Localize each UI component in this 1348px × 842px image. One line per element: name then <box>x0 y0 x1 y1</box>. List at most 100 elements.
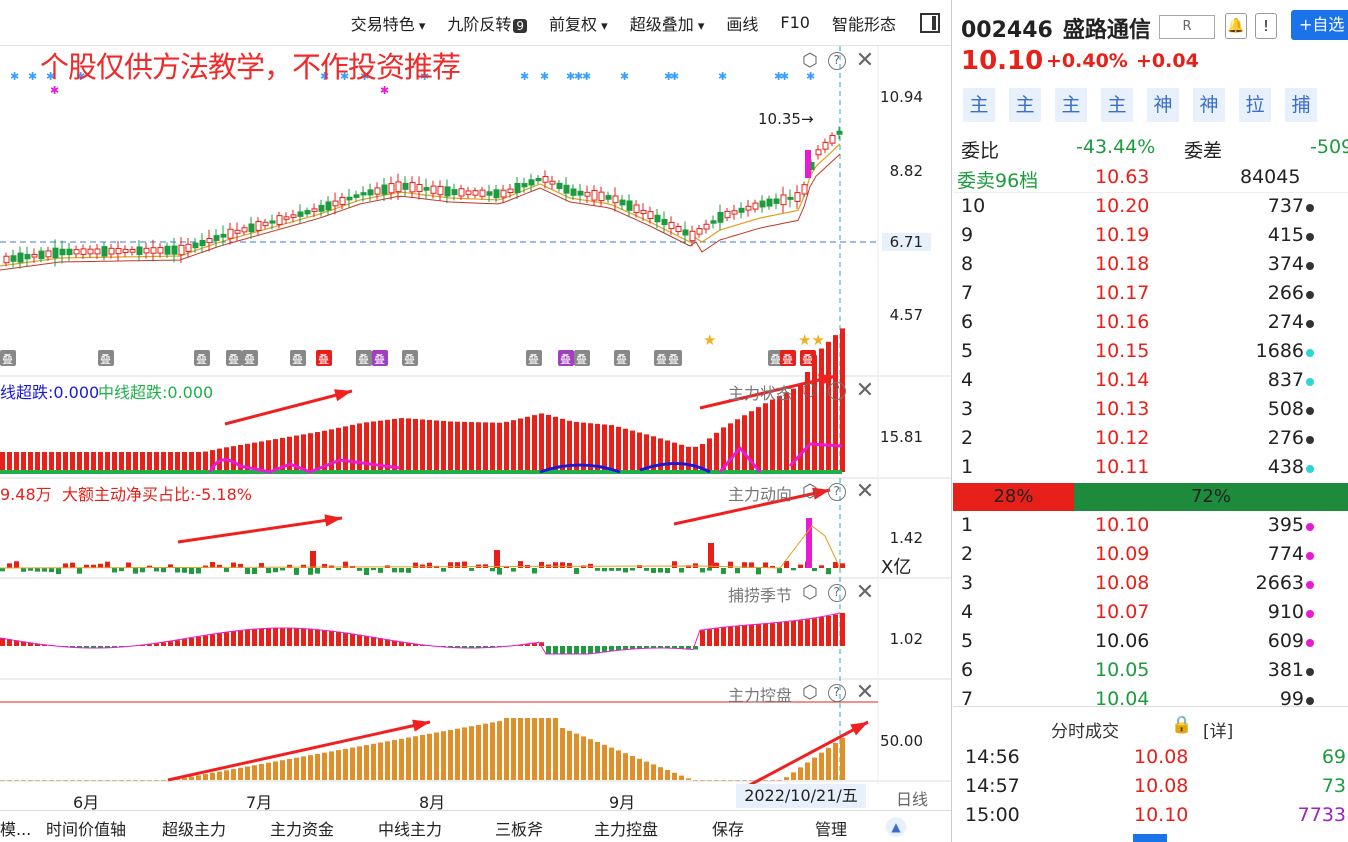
indicator-tab[interactable]: 中线主力 <box>378 820 443 839</box>
help-icon[interactable]: ? <box>827 683 846 702</box>
scroll-up-icon[interactable]: ▲ <box>886 817 906 837</box>
bid-row[interactable]: 4 10.07 910 <box>953 599 1348 628</box>
trades-detail-link[interactable]: [详] <box>1203 722 1234 742</box>
indicator-tab[interactable]: 超级主力 <box>162 820 227 839</box>
help-icon[interactable]: ? <box>827 381 846 400</box>
close-icon[interactable]: ✕ <box>855 47 875 73</box>
volume-dot-icon <box>1306 465 1314 473</box>
toolbar-item[interactable]: F10 <box>780 13 810 32</box>
close-icon[interactable]: ✕ <box>855 478 875 504</box>
indicator-bar <box>518 561 523 568</box>
indicator-bar <box>420 564 425 568</box>
indicator-tab[interactable]: 主力资金 <box>270 820 335 839</box>
ask-row[interactable]: 9 10.19 415 <box>953 222 1348 251</box>
add-watchlist-button[interactable]: +自选 <box>1291 10 1348 40</box>
settings-hex-icon[interactable]: ⬡ <box>802 50 818 71</box>
help-icon[interactable]: ? <box>827 482 846 501</box>
signal-tag[interactable]: 主 <box>1101 88 1133 122</box>
indicator-bar <box>308 568 313 575</box>
trades-title: 分时成交 <box>1051 722 1119 742</box>
indicator-bar <box>609 425 614 472</box>
annotation-arrowhead <box>850 722 868 736</box>
settings-hex-icon[interactable]: ⬡ <box>802 380 818 401</box>
settings-hex-icon[interactable]: ⬡ <box>802 582 818 603</box>
indicator-bar <box>476 724 481 780</box>
signal-tag[interactable]: 主 <box>1009 88 1041 122</box>
ask-row[interactable]: 5 10.15 1686 <box>953 338 1348 367</box>
help-icon[interactable]: ? <box>827 51 846 70</box>
bid-row[interactable]: 6 10.05 381 <box>953 657 1348 686</box>
ask-row[interactable]: 1 10.11 438 <box>953 454 1348 483</box>
toolbar-item[interactable]: 九阶反转 9 <box>447 11 528 35</box>
indicator-tab[interactable]: 主力控盘 <box>594 820 659 839</box>
indicator-bar <box>21 452 26 472</box>
indicator-bar <box>560 728 565 780</box>
stack-marker-label: 叠 <box>228 353 239 366</box>
lock-icon[interactable]: 🔒 <box>1171 715 1193 735</box>
help-icon[interactable]: ? <box>827 583 846 602</box>
candle-body <box>199 239 206 247</box>
ask-row[interactable]: 6 10.16 274 <box>953 309 1348 338</box>
candle-body <box>234 229 241 234</box>
candle-body <box>80 248 87 255</box>
candle-body <box>444 186 451 197</box>
sell96-vol: 84045 <box>1240 166 1301 188</box>
candle-body <box>374 187 381 195</box>
indicator-bar <box>686 446 691 472</box>
ask-row[interactable]: 10 10.20 737 <box>953 193 1348 222</box>
signal-tag[interactable]: 主 <box>963 88 995 122</box>
indicator-bar <box>301 434 306 472</box>
ask-row[interactable]: 8 10.18 374 <box>953 251 1348 280</box>
indicator-bar <box>189 776 194 780</box>
toolbar-item[interactable]: 超级叠加 <box>630 11 705 35</box>
bid-row[interactable]: 1 10.10 395 <box>953 512 1348 541</box>
indicator-bar <box>28 568 33 571</box>
indicator-bar <box>343 632 348 646</box>
signal-tag[interactable]: 神 <box>1193 88 1225 122</box>
close-icon[interactable]: ✕ <box>855 579 875 605</box>
bid-row[interactable]: 7 10.04 99 <box>953 686 1348 715</box>
chart-area[interactable]: 交易特色九阶反转9 前复权超级叠加 画线 F10 智能形态 ✱✱✱✱✱✱✱✱✱✱✱✱✱✱… <box>0 0 952 842</box>
ask-row[interactable]: 3 10.13 508 <box>953 396 1348 425</box>
indicator-tab[interactable]: 管理 <box>815 820 848 839</box>
ask-row[interactable]: 7 10.17 266 <box>953 280 1348 309</box>
indicator-bar <box>224 632 229 646</box>
bid-row[interactable]: 3 10.08 2663 <box>953 570 1348 599</box>
settings-hex-icon[interactable]: ⬡ <box>802 481 818 502</box>
settings-hex-icon[interactable]: ⬡ <box>802 682 818 703</box>
candle-body <box>766 198 773 207</box>
indicator-bar <box>609 568 614 571</box>
bid-row[interactable]: 5 10.06 609 <box>953 628 1348 657</box>
signal-tag[interactable]: 捕 <box>1285 88 1317 122</box>
indicator-bar <box>490 646 495 648</box>
ask-row[interactable]: 4 10.14 837 <box>953 367 1348 396</box>
panel-toggle-icon[interactable] <box>920 12 940 33</box>
scroll-indicator[interactable] <box>1133 834 1167 842</box>
signal-tag[interactable]: 主 <box>1055 88 1087 122</box>
stock-code: 002446 <box>961 18 1053 43</box>
ask-level: 2 <box>961 427 974 449</box>
indicator-tab[interactable]: 模... <box>0 820 32 839</box>
ask-row[interactable]: 2 10.12 276 <box>953 425 1348 454</box>
kline-chart[interactable]: ✱ ✱ ✱ ✱ ✱ ✱ ✱ ✱ ✱ ✱ ✱✱✱ ✱ ✱✱ ✱ ✱✱ ✱✱ ✱叠叠叠叠叠叠叠叠叠叠叠叠叠叠叠叠叠叠… <box>0 46 952 810</box>
indicator-tab[interactable]: 三板斧 <box>495 820 544 839</box>
close-icon[interactable]: ✕ <box>855 377 875 403</box>
signal-tag[interactable]: 拉 <box>1239 88 1271 122</box>
period-selector[interactable]: 日线 <box>896 790 929 809</box>
alert-icon[interactable]: ! <box>1255 13 1277 39</box>
indicator-tab[interactable]: 时间价值轴 <box>46 820 127 839</box>
bell-icon[interactable]: 🔔 <box>1225 13 1247 39</box>
panel1-controls: ⬡ ? ✕ <box>802 377 875 403</box>
toolbar-item[interactable]: 交易特色 <box>351 11 426 35</box>
toolbar-item[interactable]: 前复权 <box>549 11 608 35</box>
toolbar-item[interactable]: 智能形态 <box>831 14 896 34</box>
indicator-bar <box>630 756 635 780</box>
close-icon[interactable]: ✕ <box>855 679 875 705</box>
signal-tag[interactable]: 神 <box>1147 88 1179 122</box>
indicator-tab[interactable]: 保存 <box>712 820 745 839</box>
indicator-bar <box>280 437 285 472</box>
toolbar-item[interactable]: 画线 <box>726 14 759 34</box>
indicator-bar <box>833 614 838 646</box>
bid-row[interactable]: 2 10.09 774 <box>953 541 1348 570</box>
r-button[interactable]: R <box>1159 15 1215 39</box>
